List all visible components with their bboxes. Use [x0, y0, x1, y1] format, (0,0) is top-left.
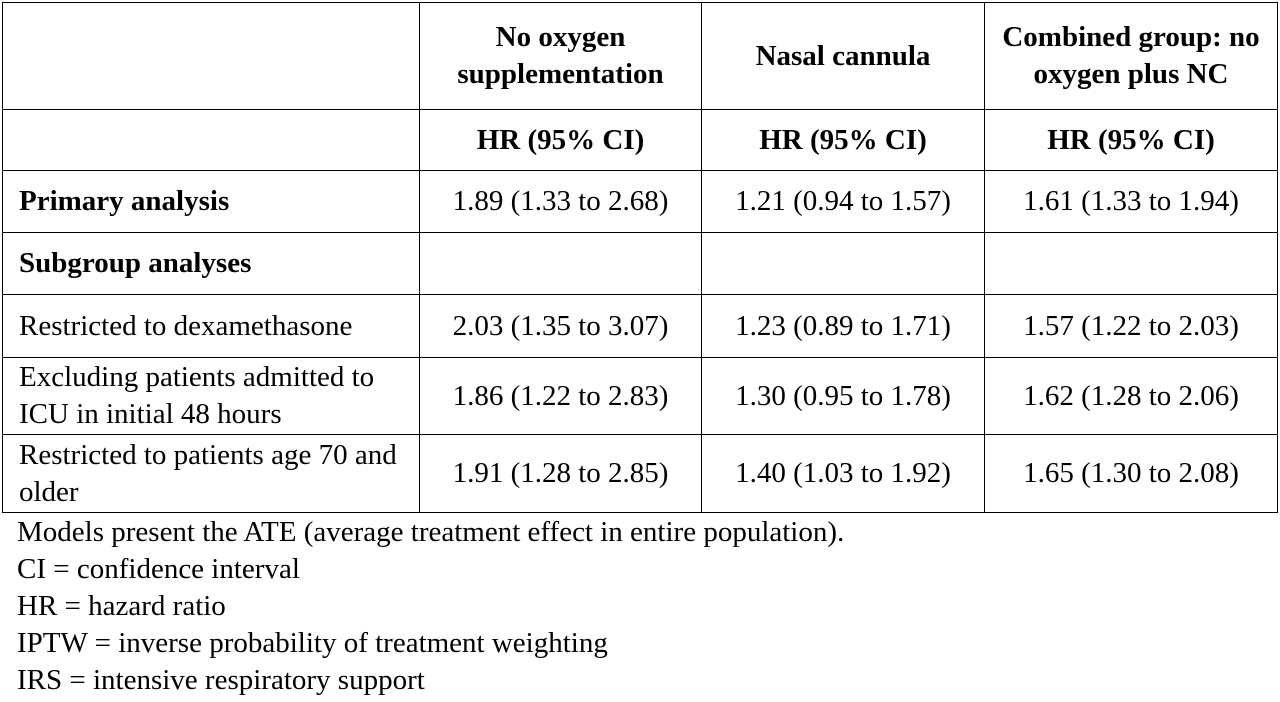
- subheader-hr-ci-2: HR (95% CI): [701, 109, 985, 171]
- row-label-primary-analysis: Primary analysis: [2, 170, 420, 233]
- footnote-hr: HR = hazard ratio: [17, 590, 226, 622]
- column-header-nasal-cannula: Nasal cannula: [701, 2, 985, 110]
- table-row: Primary analysis 1.89 (1.33 to 2.68) 1.2…: [2, 170, 1278, 233]
- footnote-irs: IRS = intensive respiratory support: [17, 664, 425, 696]
- column-header-combined: Combined group: no oxygen plus NC: [984, 2, 1278, 110]
- empty-subheader-cell: [2, 109, 420, 171]
- table-row: Excluding patients admitted to ICU in in…: [2, 357, 1278, 435]
- hazard-ratio-table: No oxygen supplementation Nasal cannula …: [2, 2, 1278, 513]
- cell-value: 1.57 (1.22 to 2.03): [984, 294, 1278, 358]
- empty-cell: [419, 232, 702, 295]
- table-row: Restricted to dexamethasone 2.03 (1.35 t…: [2, 294, 1278, 358]
- footnote-iptw: IPTW = inverse probability of treatment …: [17, 627, 608, 659]
- row-label-subgroup-analyses: Subgroup analyses: [2, 232, 420, 295]
- cell-value: 1.89 (1.33 to 2.68): [419, 170, 702, 233]
- table-header-row: No oxygen supplementation Nasal cannula …: [2, 2, 1278, 110]
- cell-value: 2.03 (1.35 to 3.07): [419, 294, 702, 358]
- empty-header-cell: [2, 2, 420, 110]
- empty-cell: [701, 232, 985, 295]
- column-header-no-oxygen: No oxygen supplementation: [419, 2, 702, 110]
- cell-value: 1.61 (1.33 to 1.94): [984, 170, 1278, 233]
- cell-value: 1.30 (0.95 to 1.78): [701, 357, 985, 435]
- cell-value: 1.91 (1.28 to 2.85): [419, 434, 702, 513]
- row-label-age-70: Restricted to patients age 70 and older: [2, 434, 420, 513]
- cell-value: 1.21 (0.94 to 1.57): [701, 170, 985, 233]
- row-label-dexamethasone: Restricted to dexamethasone: [2, 294, 420, 358]
- cell-value: 1.40 (1.03 to 1.92): [701, 434, 985, 513]
- table-subheader-row: HR (95% CI) HR (95% CI) HR (95% CI): [2, 109, 1278, 171]
- cell-value: 1.86 (1.22 to 2.83): [419, 357, 702, 435]
- row-label-excluding-icu: Excluding patients admitted to ICU in in…: [2, 357, 420, 435]
- footnote-ate: Models present the ATE (average treatmen…: [17, 516, 845, 548]
- table-footnotes: Models present the ATE (average treatmen…: [17, 514, 1267, 699]
- subheader-hr-ci-3: HR (95% CI): [984, 109, 1278, 171]
- cell-value: 1.65 (1.30 to 2.08): [984, 434, 1278, 513]
- empty-cell: [984, 232, 1278, 295]
- table-row: Restricted to patients age 70 and older …: [2, 434, 1278, 513]
- table-row: Subgroup analyses: [2, 232, 1278, 295]
- subheader-hr-ci-1: HR (95% CI): [419, 109, 702, 171]
- cell-value: 1.23 (0.89 to 1.71): [701, 294, 985, 358]
- footnote-ci: CI = confidence interval: [17, 553, 300, 585]
- cell-value: 1.62 (1.28 to 2.06): [984, 357, 1278, 435]
